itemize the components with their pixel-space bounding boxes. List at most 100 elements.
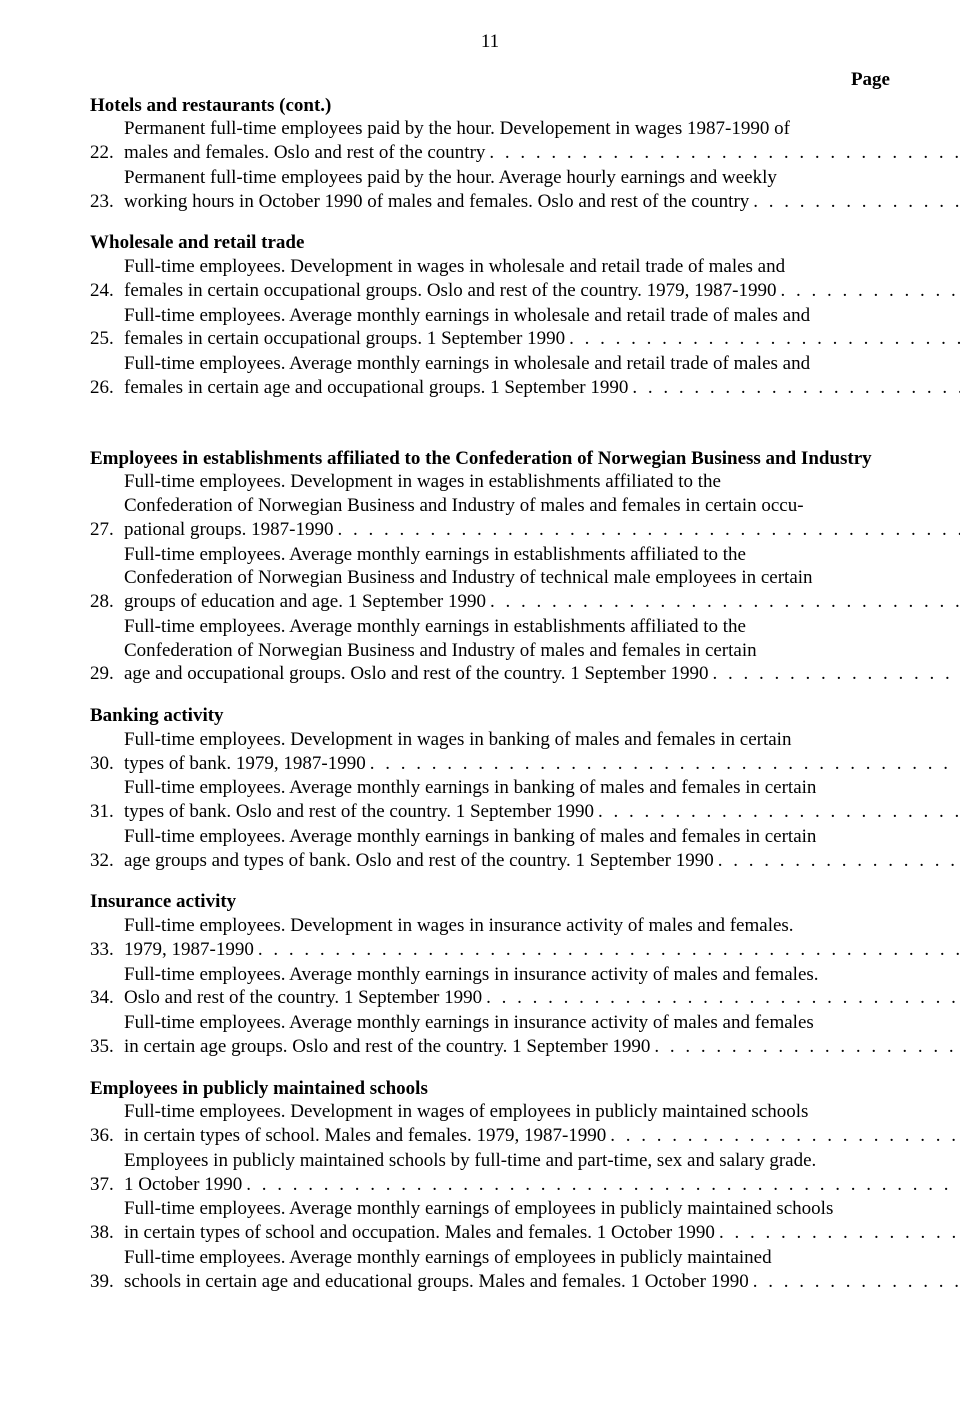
entry-last-text: females in certain occupational groups. …: [124, 327, 565, 351]
entry-number: 27.: [90, 518, 124, 542]
entry-body: Full-time employees. Average monthly ear…: [124, 543, 960, 614]
entry-body: Full-time employees. Average monthly ear…: [124, 304, 960, 352]
toc-entry: 33.Full-time employees. Development in w…: [90, 914, 890, 962]
dot-leader: . . . . . . . . . . . . . . . . . . . . …: [486, 590, 960, 614]
page-label: Page: [90, 68, 890, 92]
entry-number: 24.: [90, 279, 124, 303]
entry-line: Full-time employees. Average monthly ear…: [124, 1197, 960, 1221]
section-heading: Insurance activity: [90, 890, 890, 914]
toc-entry: 35.Full-time employees. Average monthly …: [90, 1011, 890, 1059]
dot-leader: . . . . . . . . . . . . . . . . . . . . …: [714, 849, 960, 873]
toc-entry: 29.Full-time employees. Average monthly …: [90, 615, 890, 686]
entry-line: Confederation of Norwegian Business and …: [124, 639, 960, 663]
entry-last-text: age groups and types of bank. Oslo and r…: [124, 849, 714, 873]
dot-leader: . . . . . . . . . . . . . . . . . . . . …: [606, 1124, 960, 1148]
toc-entry: 23.Permanent full-time employees paid by…: [90, 166, 890, 214]
entry-last-text: in certain types of school. Males and fe…: [124, 1124, 606, 1148]
dot-leader: . . . . . . . . . . . . . . . . . . . . …: [749, 190, 960, 214]
entry-last-text: schools in certain age and educational g…: [124, 1270, 749, 1294]
section-heading: Employees in establishments affiliated t…: [90, 447, 890, 471]
entry-line: Permanent full-time employees paid by th…: [124, 117, 960, 141]
entry-last-text: females in certain age and occupational …: [124, 376, 628, 400]
entry-number: 26.: [90, 376, 124, 400]
entry-last-text: in certain types of school and occupatio…: [124, 1221, 715, 1245]
entry-body: Full-time employees. Average monthly ear…: [124, 352, 960, 400]
entry-last-text: in certain age groups. Oslo and rest of …: [124, 1035, 650, 1059]
entry-last-text: types of bank. Oslo and rest of the coun…: [124, 800, 594, 824]
entry-body: Full-time employees. Average monthly ear…: [124, 1011, 960, 1059]
dot-leader: . . . . . . . . . . . . . . . . . . . . …: [242, 1173, 960, 1197]
dot-leader: . . . . . . . . . . . . . . . . . . . . …: [650, 1035, 960, 1059]
dot-leader: . . . . . . . . . . . . . . . . . . . . …: [715, 1221, 960, 1245]
entry-line: Full-time employees. Average monthly ear…: [124, 352, 960, 376]
entry-body: Full-time employees. Development in wage…: [124, 914, 960, 962]
dot-leader: . . . . . . . . . . . . . . . . . . . . …: [777, 279, 960, 303]
entry-last-text: females in certain occupational groups. …: [124, 279, 777, 303]
entry-line: Permanent full-time employees paid by th…: [124, 166, 960, 190]
dot-leader: . . . . . . . . . . . . . . . . . . . . …: [366, 752, 960, 776]
entry-last-text: types of bank. 1979, 1987-1990: [124, 752, 366, 776]
toc-entry: 36.Full-time employees. Development in w…: [90, 1100, 890, 1148]
entry-line: Full-time employees. Average monthly ear…: [124, 1246, 960, 1270]
entry-number: 23.: [90, 190, 124, 214]
dot-leader: . . . . . . . . . . . . . . . . . . . . …: [749, 1270, 960, 1294]
entry-body: Full-time employees. Average monthly ear…: [124, 615, 960, 686]
entry-body: Full-time employees. Average monthly ear…: [124, 963, 960, 1011]
entry-number: 39.: [90, 1270, 124, 1294]
entry-number: 22.: [90, 141, 124, 165]
section-heading: Employees in publicly maintained schools: [90, 1077, 890, 1101]
entry-body: Full-time employees. Development in wage…: [124, 255, 960, 303]
dot-leader: . . . . . . . . . . . . . . . . . . . . …: [482, 986, 960, 1010]
section-heading: Wholesale and retail trade: [90, 231, 890, 255]
entry-last-text: age and occupational groups. Oslo and re…: [124, 662, 708, 686]
page-number: 11: [90, 30, 890, 54]
entry-line: Full-time employees. Development in wage…: [124, 914, 960, 938]
entry-number: 35.: [90, 1035, 124, 1059]
dot-leader: . . . . . . . . . . . . . . . . . . . . …: [628, 376, 960, 400]
toc-entry: 28.Full-time employees. Average monthly …: [90, 543, 890, 614]
toc-entry: 38.Full-time employees. Average monthly …: [90, 1197, 890, 1245]
toc-entry: 39.Full-time employees. Average monthly …: [90, 1246, 890, 1294]
toc-entry: 32.Full-time employees. Average monthly …: [90, 825, 890, 873]
entry-body: Full-time employees. Average monthly ear…: [124, 1246, 960, 1294]
entry-number: 29.: [90, 662, 124, 686]
entry-last-text: 1 October 1990: [124, 1173, 242, 1197]
entry-last-text: groups of education and age. 1 September…: [124, 590, 486, 614]
toc-entry: 37.Employees in publicly maintained scho…: [90, 1149, 890, 1197]
dot-leader: . . . . . . . . . . . . . . . . . . . . …: [594, 800, 960, 824]
dot-leader: . . . . . . . . . . . . . . . . . . . . …: [485, 141, 960, 165]
toc-entry: 27.Full-time employees. Development in w…: [90, 470, 890, 541]
entry-last-text: 1979, 1987-1990: [124, 938, 254, 962]
entry-line: Full-time employees. Average monthly ear…: [124, 963, 960, 987]
dot-leader: . . . . . . . . . . . . . . . . . . . . …: [565, 327, 960, 351]
entry-number: 25.: [90, 327, 124, 351]
entry-body: Full-time employees. Development in wage…: [124, 728, 960, 776]
entry-number: 36.: [90, 1124, 124, 1148]
toc-entry: 31.Full-time employees. Average monthly …: [90, 776, 890, 824]
entry-line: Full-time employees. Average monthly ear…: [124, 1011, 960, 1035]
entry-number: 28.: [90, 590, 124, 614]
entry-line: Full-time employees. Development in wage…: [124, 255, 960, 279]
dot-leader: . . . . . . . . . . . . . . . . . . . . …: [334, 518, 960, 542]
dot-leader: . . . . . . . . . . . . . . . . . . . . …: [708, 662, 960, 686]
entry-body: Full-time employees. Average monthly ear…: [124, 1197, 960, 1245]
entry-line: Confederation of Norwegian Business and …: [124, 566, 960, 590]
entry-line: Employees in publicly maintained schools…: [124, 1149, 960, 1173]
toc-entry: 24.Full-time employees. Development in w…: [90, 255, 890, 303]
toc-entry: 30.Full-time employees. Development in w…: [90, 728, 890, 776]
section-heading: Banking activity: [90, 704, 890, 728]
entry-last-text: males and females. Oslo and rest of the …: [124, 141, 485, 165]
toc-entry: 34.Full-time employees. Average monthly …: [90, 963, 890, 1011]
table-of-contents: Hotels and restaurants (cont.)22.Permane…: [90, 94, 890, 1294]
entry-line: Full-time employees. Development in wage…: [124, 470, 960, 494]
entry-last-text: pational groups. 1987-1990: [124, 518, 334, 542]
entry-line: Full-time employees. Average monthly ear…: [124, 543, 960, 567]
toc-entry: 25.Full-time employees. Average monthly …: [90, 304, 890, 352]
entry-body: Permanent full-time employees paid by th…: [124, 166, 960, 214]
entry-number: 31.: [90, 800, 124, 824]
toc-entry: 22.Permanent full-time employees paid by…: [90, 117, 890, 165]
entry-last-text: working hours in October 1990 of males a…: [124, 190, 749, 214]
entry-number: 33.: [90, 938, 124, 962]
entry-body: Employees in publicly maintained schools…: [124, 1149, 960, 1197]
toc-entry: 26.Full-time employees. Average monthly …: [90, 352, 890, 400]
